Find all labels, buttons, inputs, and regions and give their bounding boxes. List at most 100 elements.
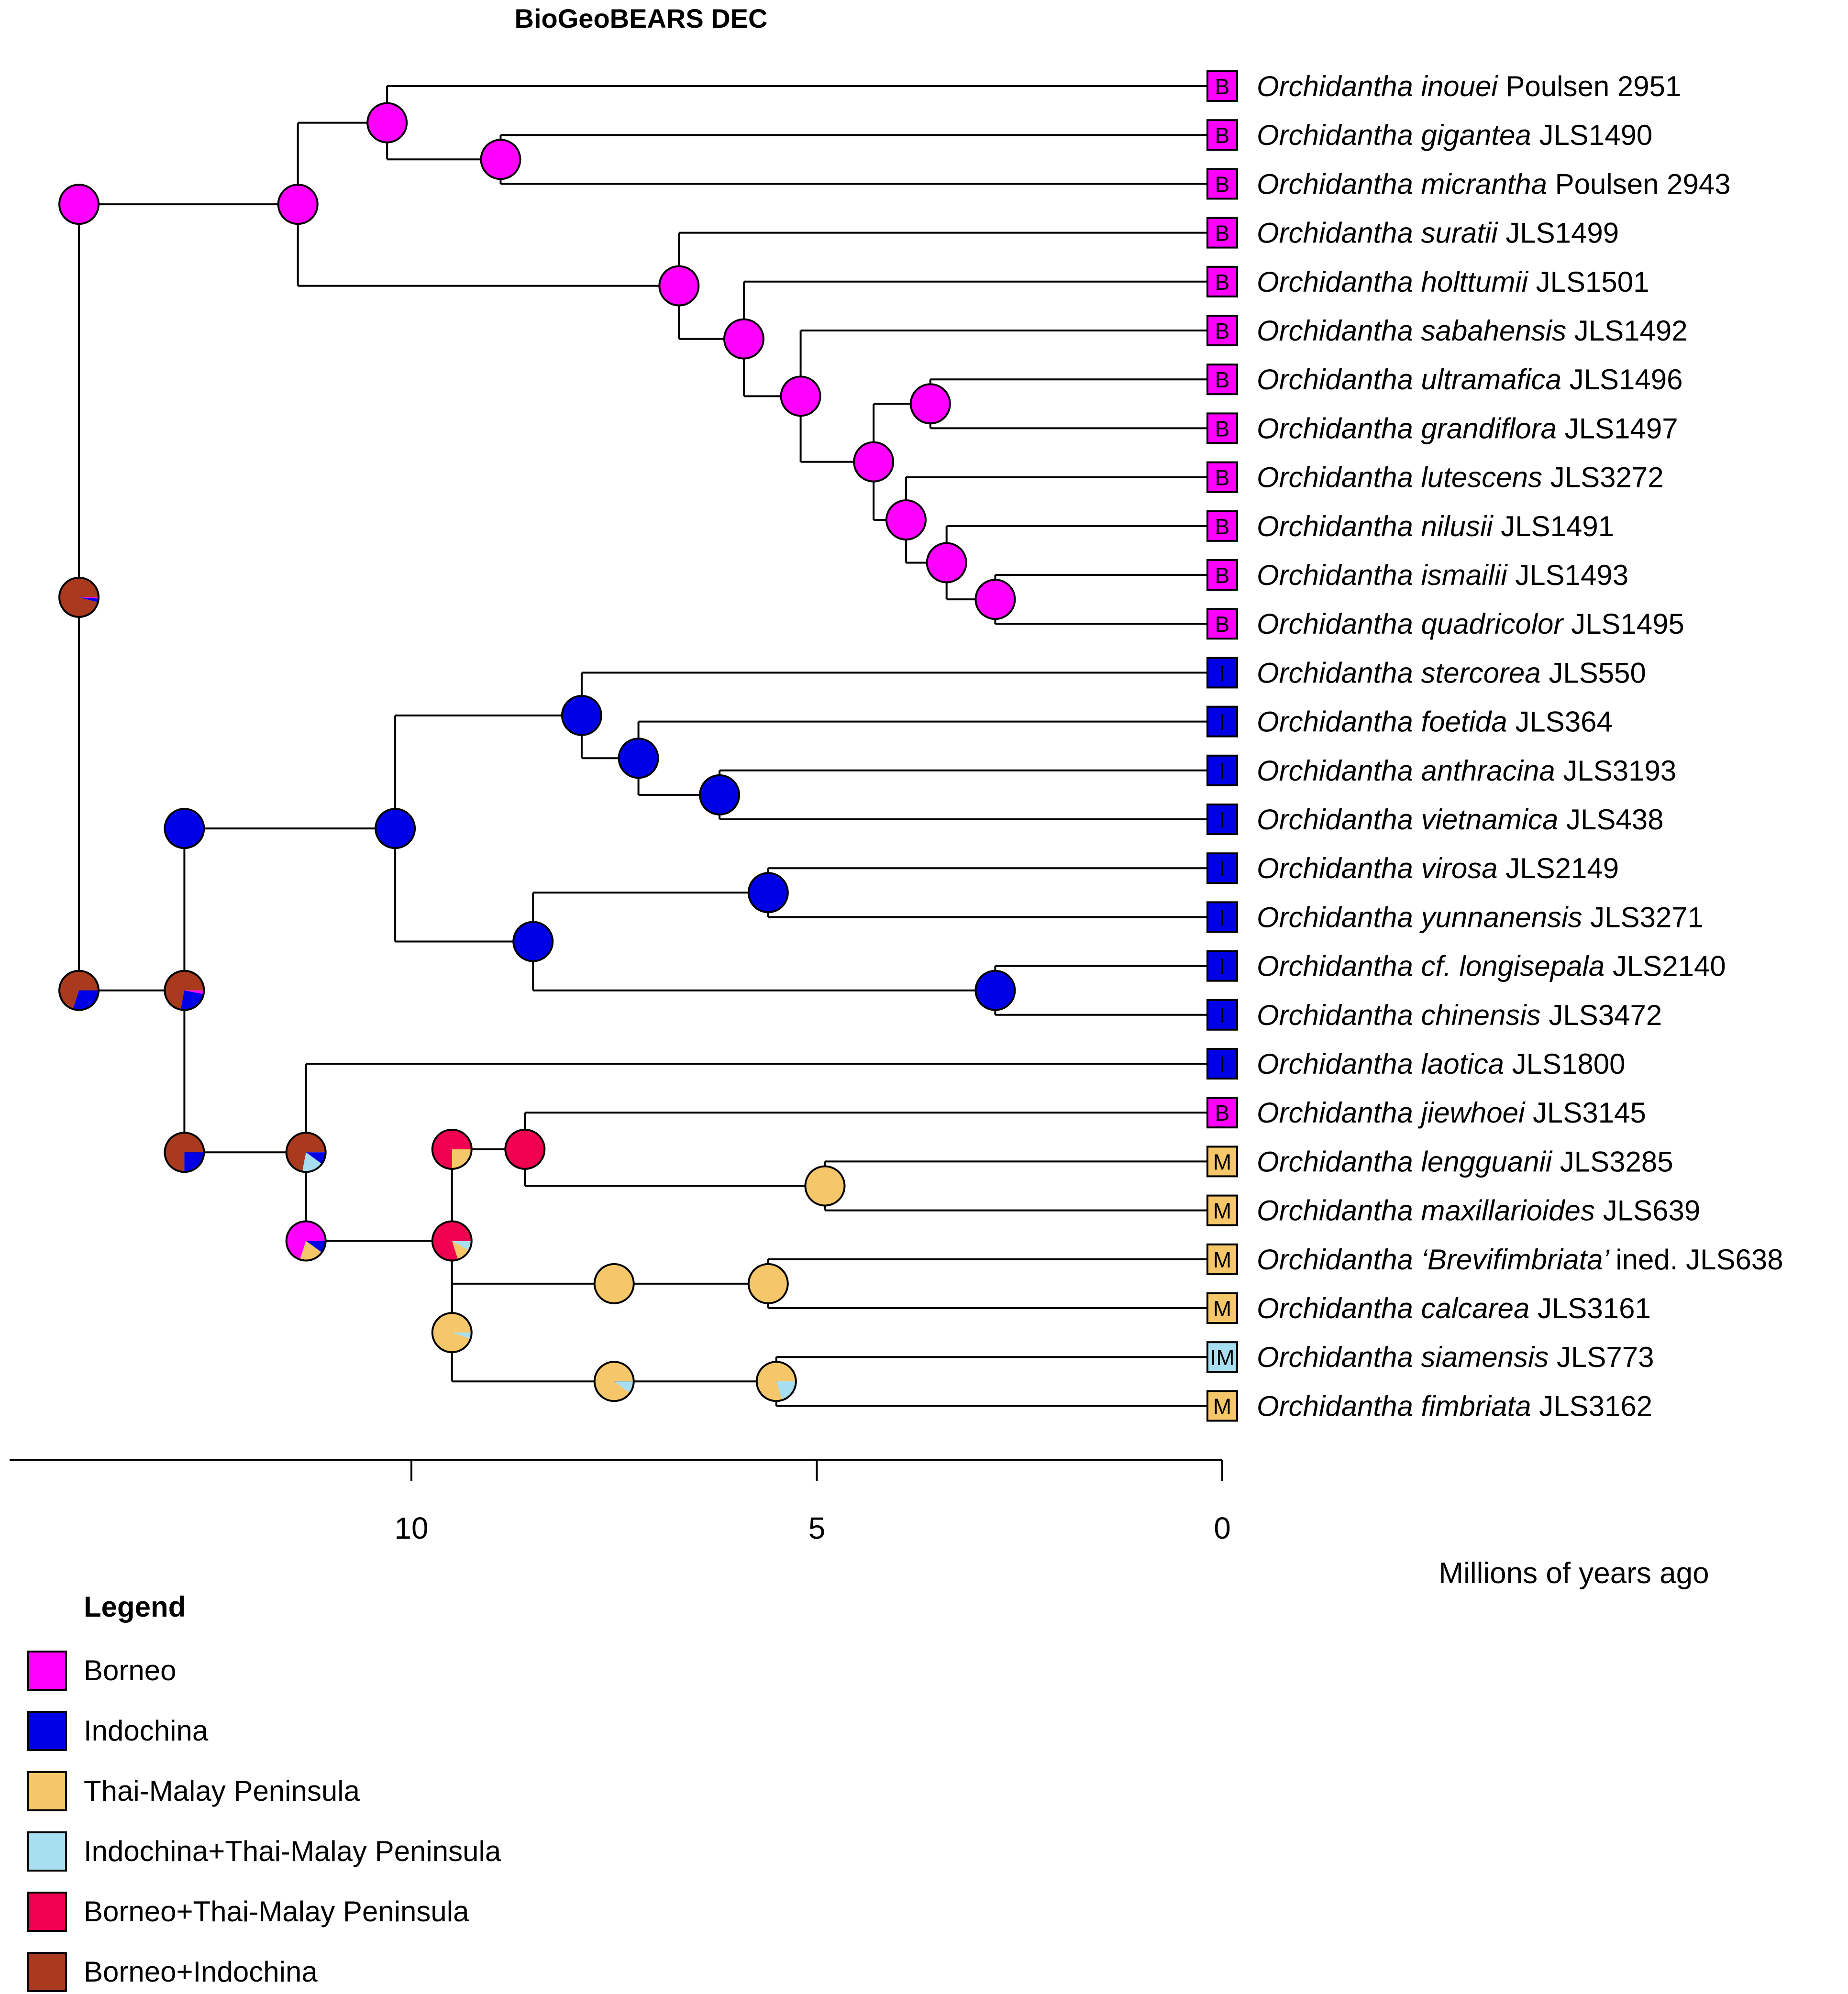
pie-slice — [306, 1241, 326, 1253]
voucher-number: JLS1496 — [1570, 364, 1683, 396]
tip-range-box — [1206, 461, 1238, 493]
tip-range-box — [1206, 804, 1238, 835]
voucher-number: JLS639 — [1603, 1195, 1701, 1227]
voucher-number: JLS3161 — [1538, 1292, 1651, 1324]
pie-slice — [480, 139, 521, 180]
voucher-number: JLS3162 — [1539, 1390, 1652, 1422]
tip-range-code: I — [1219, 1003, 1226, 1028]
tip-range-box — [1206, 901, 1238, 933]
species-epithet: grandiflora — [1421, 412, 1565, 444]
voucher-number: ined. JLS638 — [1616, 1244, 1783, 1276]
genus-name: Orchidantha — [1257, 364, 1421, 396]
tip-range-code: B — [1215, 270, 1230, 295]
pie-slice — [277, 184, 319, 225]
tip-range-code: I — [1219, 954, 1226, 979]
tip-range-box — [1206, 217, 1238, 249]
species-epithet: anthracina — [1421, 755, 1563, 787]
node-pie — [974, 969, 1016, 1011]
tip: B Orchidantha gigantea JLS1490 — [1206, 119, 1652, 151]
node-pie — [723, 318, 764, 360]
genus-name: Orchidantha — [1257, 217, 1421, 249]
tip-range-box — [1206, 999, 1238, 1031]
genus-name: Orchidantha — [1257, 950, 1421, 982]
pie-outline — [164, 1132, 205, 1173]
genus-name: Orchidantha — [1257, 901, 1421, 933]
pie-slice — [561, 694, 602, 736]
figure-title: BioGeoBEARS DEC — [515, 3, 768, 33]
voucher-number: JLS1800 — [1512, 1048, 1626, 1080]
tip-range-box — [1206, 1146, 1238, 1178]
voucher-number: JLS2149 — [1505, 852, 1619, 884]
time-axis: Millions of years ago 10 5 0 — [10, 1459, 1709, 1590]
species-epithet: stercorea — [1421, 657, 1549, 689]
pie-outline — [593, 1361, 635, 1402]
node-pie — [593, 1263, 635, 1304]
axis-tick-label: 5 — [808, 1511, 826, 1545]
voucher-number: JLS1492 — [1574, 315, 1688, 347]
voucher-number: JLS438 — [1566, 804, 1664, 836]
tip: B Orchidantha ultramafica JLS1496 — [1206, 364, 1683, 396]
pie-slice — [974, 969, 1016, 1011]
tip-taxon-label: Orchidantha yunnanensis JLS3271 — [1257, 901, 1704, 933]
tip: B Orchidantha micrantha Poulsen 2943 — [1206, 168, 1731, 200]
genus-name: Orchidantha — [1257, 804, 1421, 836]
tip-range-code: B — [1215, 563, 1230, 588]
node-pie — [755, 1361, 797, 1402]
species-epithet: suratii — [1421, 217, 1506, 249]
tip-range-code: B — [1215, 221, 1230, 246]
species-epithet: nilusii — [1421, 510, 1501, 542]
genus-name: Orchidantha — [1257, 462, 1421, 494]
pie-slice — [79, 597, 99, 599]
tip-range-box — [1206, 1341, 1238, 1373]
pie-slice — [73, 990, 99, 1010]
node-pie — [780, 375, 821, 417]
species-epithet: foetida — [1421, 706, 1516, 738]
node-pie — [480, 139, 521, 180]
node-pie — [512, 921, 554, 962]
pie-slice — [366, 102, 408, 143]
species-epithet: maxillarioides — [1421, 1195, 1603, 1227]
tip: M Orchidantha calcarea JLS3161 — [1206, 1292, 1651, 1324]
tip-range-code: M — [1213, 1394, 1231, 1419]
voucher-number: JLS3272 — [1550, 462, 1664, 494]
pie-slice — [593, 1263, 635, 1304]
voucher-number: Poulsen 2943 — [1555, 168, 1731, 200]
legend: Legend Borneo Indochina Thai-Malay Peninsu… — [27, 1591, 501, 1992]
tip-taxon-label: Orchidantha nilusii JLS1491 — [1257, 510, 1614, 542]
tip: M Orchidantha fimbriata JLS3162 — [1206, 1390, 1652, 1422]
pie-outline — [285, 1132, 327, 1173]
species-epithet: quadricolor — [1421, 608, 1571, 640]
pie-slice — [926, 542, 967, 584]
tip-taxon-label: Orchidantha vietnamica JLS438 — [1257, 804, 1664, 836]
legend-label: Borneo — [84, 1654, 176, 1686]
tip-range-code: B — [1215, 514, 1230, 539]
node-pie — [277, 184, 319, 225]
pie-outline — [164, 969, 205, 1011]
tip: I Orchidantha yunnanensis JLS3271 — [1206, 901, 1704, 933]
pie-outline — [431, 1220, 473, 1262]
pie-slice — [747, 1263, 789, 1304]
species-epithet: chinensis — [1421, 999, 1549, 1031]
tip: IM Orchidantha siamensis JLS773 — [1206, 1341, 1654, 1373]
voucher-number: JLS364 — [1515, 706, 1613, 738]
pie-slice — [452, 1241, 472, 1251]
axis-tick-label: 0 — [1214, 1511, 1231, 1545]
node-pie — [366, 102, 408, 143]
tip: B Orchidantha jiewhoei JLS3145 — [1206, 1097, 1646, 1129]
voucher-number: JLS550 — [1549, 657, 1646, 689]
legend-item: Borneo+Thai-Malay Peninsula — [27, 1892, 469, 1932]
tip-range-code: B — [1215, 123, 1230, 148]
legend-label: Borneo+Thai-Malay Peninsula — [84, 1895, 469, 1928]
pie-slice — [909, 383, 951, 425]
tip: I Orchidantha vietnamica JLS438 — [1206, 804, 1664, 836]
species-epithet: yunnanensis — [1419, 901, 1591, 933]
tip-taxon-label: Orchidantha inouei Poulsen 2951 — [1257, 70, 1681, 102]
legend-item: Indochina+Thai-Malay Peninsula — [27, 1831, 501, 1872]
tip-range-code: M — [1213, 1149, 1231, 1174]
node-pie — [58, 969, 100, 1011]
tip: I Orchidantha laotica JLS1800 — [1206, 1048, 1626, 1080]
tip-range-box — [1206, 510, 1238, 542]
tip-range-code: I — [1219, 1052, 1226, 1077]
node-pie — [431, 1220, 473, 1262]
tip-taxon-label: Orchidantha fimbriata JLS3162 — [1257, 1390, 1652, 1422]
